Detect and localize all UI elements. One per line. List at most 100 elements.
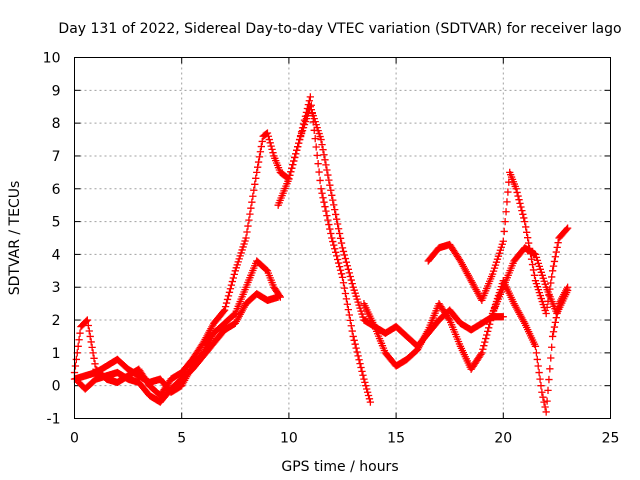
data-point [300, 120, 309, 129]
data-point [533, 256, 542, 265]
data-point [528, 260, 537, 269]
data-point [336, 234, 345, 242]
data-point [486, 320, 494, 328]
data-point [518, 207, 526, 215]
data-point [499, 237, 507, 245]
data-point [542, 408, 550, 416]
data-point [548, 267, 557, 275]
data-point [346, 316, 354, 324]
data-point [549, 262, 558, 270]
data-point [341, 254, 350, 263]
data-point [91, 360, 99, 368]
data-point [85, 327, 93, 335]
data-point [332, 248, 340, 256]
data-point [520, 214, 528, 222]
data-point [514, 192, 522, 200]
x-tick-label: 25 [602, 431, 620, 447]
data-point [353, 295, 361, 303]
data-point [537, 382, 545, 390]
data-point [236, 252, 244, 260]
data-point [491, 300, 500, 309]
data-point [534, 285, 543, 294]
data-point [327, 229, 335, 238]
y-tick-label: 10 [43, 51, 61, 67]
data-point [232, 264, 240, 272]
data-point [329, 196, 337, 204]
data-point [322, 161, 330, 169]
data-point [289, 160, 297, 169]
axis-layer: 0 5 10 15 20 25 -1 0 1 2 3 4 5 6 7 8 9 10 [43, 51, 620, 447]
data-point [515, 196, 523, 204]
data-point [516, 199, 524, 208]
data-point [320, 198, 328, 206]
data-point [311, 135, 319, 143]
data-point [496, 246, 505, 254]
data-point [334, 225, 343, 233]
data-point [344, 265, 352, 273]
data-point [488, 270, 497, 278]
data-point [365, 395, 374, 403]
data-point [539, 300, 547, 309]
data-point [298, 126, 307, 135]
data-point [333, 220, 342, 228]
data-point [219, 307, 228, 316]
data-point [330, 201, 338, 209]
data-point [285, 175, 293, 183]
data-point [333, 215, 341, 223]
y-tick-label: 4 [52, 247, 61, 263]
data-point [341, 289, 350, 298]
data-point [224, 292, 233, 300]
data-point [71, 362, 80, 370]
data-point [293, 146, 301, 154]
data-point [522, 223, 530, 231]
data-point [548, 332, 557, 341]
data-point [313, 151, 321, 160]
data-point [486, 316, 495, 325]
data-point [358, 367, 366, 376]
data-point [498, 240, 506, 248]
data-point [322, 207, 330, 215]
data-point [230, 270, 238, 279]
data-point [491, 261, 500, 269]
data-point [541, 403, 549, 411]
data-point [255, 153, 264, 161]
data-point [519, 210, 527, 218]
data-point [547, 279, 555, 287]
data-point [479, 345, 487, 353]
data-point [538, 388, 546, 396]
data-point [540, 398, 548, 406]
data-point [527, 255, 536, 263]
data-point [553, 309, 561, 317]
data-point [233, 261, 241, 269]
data-point [478, 349, 486, 357]
data-point [343, 262, 352, 270]
data-point [531, 277, 540, 285]
data-point [288, 164, 296, 172]
data-point [563, 225, 571, 233]
data-point [362, 382, 370, 390]
data-point [352, 344, 360, 352]
data-point [309, 112, 317, 120]
data-point [356, 359, 364, 368]
data-point [499, 313, 507, 321]
data-point [312, 120, 320, 129]
data-point [336, 266, 345, 274]
data-point [226, 285, 235, 293]
data-point [536, 265, 544, 273]
data-point [353, 348, 361, 356]
data-point [295, 135, 304, 144]
data-point [546, 365, 554, 373]
data-point [316, 176, 324, 185]
data-point [256, 148, 265, 156]
data-point [347, 322, 355, 330]
data-point [319, 146, 327, 154]
data-point [308, 109, 316, 117]
data-point [357, 307, 365, 315]
data-point [228, 277, 237, 286]
data-point [541, 280, 549, 288]
data-point [545, 375, 553, 384]
data-point [545, 291, 553, 299]
data-point [350, 336, 358, 344]
data-point [531, 342, 540, 350]
data-point [254, 158, 263, 166]
